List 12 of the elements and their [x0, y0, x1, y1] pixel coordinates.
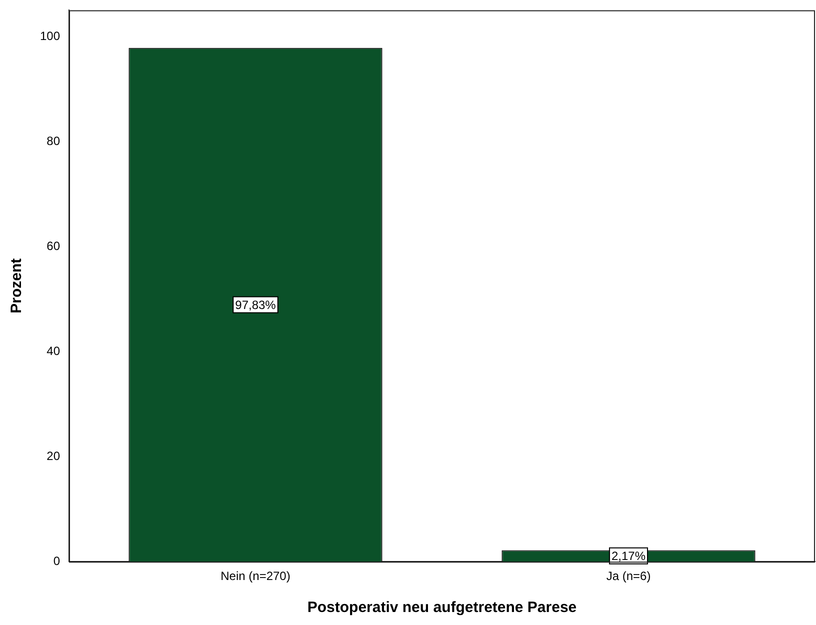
x-tick-label: Ja (n=6) [606, 569, 651, 584]
y-tick-label: 100 [40, 28, 60, 43]
data-label: 97,83% [235, 298, 276, 312]
y-axis-title: Prozent [8, 258, 26, 314]
y-tick-label: 20 [46, 448, 60, 463]
x-tick-label: Nein (n=270) [220, 569, 290, 584]
y-tick-label: 40 [46, 344, 60, 358]
y-tick-label: 80 [46, 134, 60, 148]
y-tick-label: 0 [53, 554, 60, 568]
data-label: 2,17% [611, 549, 646, 564]
y-tick-label: 60 [46, 238, 60, 253]
x-axis-title: Postoperativ neu aufgetretene Parese [307, 599, 577, 616]
